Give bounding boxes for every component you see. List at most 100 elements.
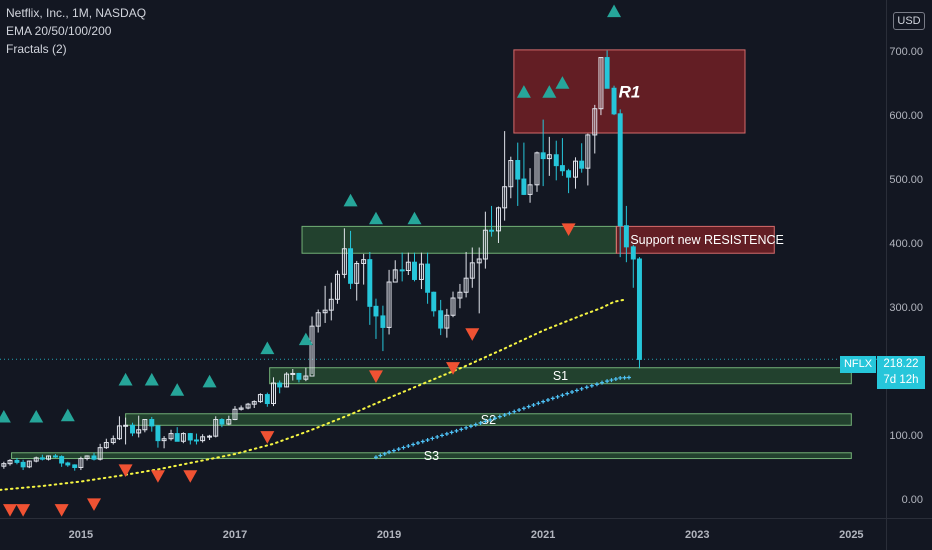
- x-tick-label: 2017: [223, 529, 247, 541]
- candle-down: [617, 113, 623, 227]
- ema-blue-marker: [565, 391, 570, 396]
- ema-blue-marker: [541, 399, 546, 404]
- ema-blue-marker: [483, 419, 488, 424]
- candle-down: [611, 87, 617, 115]
- candle-up: [200, 436, 206, 442]
- candle-down: [14, 459, 20, 463]
- ema-blue-marker: [560, 393, 565, 398]
- x-tick-label: 2025: [839, 529, 863, 541]
- fractal-up-marker: [607, 4, 622, 18]
- chart-legend: Netflix, Inc., 1M, NASDAQ EMA 20/50/100/…: [6, 4, 146, 58]
- candle-up: [271, 382, 276, 405]
- ema-blue-marker: [396, 447, 401, 452]
- candle-up: [386, 281, 392, 328]
- zone-support-new-resistence: [301, 225, 617, 254]
- fractal-down-marker: [183, 470, 198, 483]
- candle-down: [559, 165, 565, 172]
- candle-down: [174, 433, 180, 442]
- ema-blue-marker: [488, 417, 493, 422]
- candle-down: [380, 315, 386, 328]
- candle-up: [232, 408, 238, 421]
- candle-up: [168, 433, 174, 440]
- ticker-tag: NFLX: [840, 356, 876, 373]
- y-tick-label: 600.00: [889, 110, 923, 122]
- ema-blue-marker: [459, 427, 464, 432]
- ema-blue-marker: [415, 441, 420, 446]
- ema-blue-marker: [545, 398, 550, 403]
- ema-blue-marker: [512, 409, 517, 414]
- ema-blue-marker: [526, 404, 531, 409]
- ema-blue-marker: [387, 450, 392, 455]
- candle-up: [7, 459, 13, 465]
- candle-up: [103, 442, 109, 449]
- zone-label: S1: [553, 369, 568, 383]
- candle-down: [39, 457, 45, 460]
- ema-blue-marker: [589, 383, 594, 388]
- fractal-up-marker: [60, 408, 75, 422]
- candle-up: [46, 455, 52, 460]
- ema-indicator-label[interactable]: EMA 20/50/100/200: [6, 24, 112, 38]
- ema-blue-marker: [584, 385, 589, 390]
- ema-blue-marker: [435, 434, 440, 439]
- candle-up: [502, 186, 508, 209]
- candle-up: [482, 229, 488, 260]
- fractal-up-marker: [542, 85, 557, 98]
- ema-blue-marker: [507, 411, 512, 416]
- candle-up: [33, 457, 39, 462]
- candle-up: [334, 273, 340, 300]
- candle-up: [84, 455, 90, 460]
- ema-blue-marker: [574, 388, 579, 393]
- candle-up: [213, 419, 219, 437]
- ema-line-yellow: [0, 298, 628, 491]
- candle-up: [309, 325, 315, 377]
- candle-up: [238, 407, 244, 410]
- ema-blue-marker: [464, 425, 469, 430]
- candle-up: [78, 458, 84, 468]
- candle-up: [457, 291, 463, 299]
- ema-blue-marker: [401, 445, 406, 450]
- x-tick-label: 2021: [531, 529, 555, 541]
- candle-up: [97, 447, 103, 460]
- ema-blue-marker: [570, 390, 575, 395]
- ema-blue-marker: [531, 402, 536, 407]
- ema-blue-marker: [605, 379, 610, 384]
- ema-blue-marker: [382, 451, 387, 456]
- fractals-indicator-label[interactable]: Fractals (2): [6, 42, 67, 56]
- candle-down: [489, 229, 495, 232]
- fractal-down-marker: [260, 431, 275, 444]
- ema-blue-marker: [420, 439, 425, 444]
- zone-label: S3: [424, 449, 439, 463]
- candle-up: [534, 152, 540, 186]
- candle-up: [303, 375, 309, 380]
- candle-up: [315, 312, 321, 327]
- candle-down: [264, 394, 270, 405]
- candle-up: [257, 394, 263, 403]
- candle-down: [91, 455, 97, 460]
- zone-s3: [11, 452, 852, 460]
- candle-up: [142, 419, 148, 431]
- ema-blue-marker: [600, 380, 605, 385]
- fractal-up-marker: [144, 372, 159, 386]
- currency-label[interactable]: USD: [893, 12, 925, 30]
- ema-blue-marker: [449, 430, 454, 435]
- fractal-down-marker: [86, 498, 101, 511]
- ema-blue-marker: [626, 375, 631, 380]
- symbol-title[interactable]: Netflix, Inc., 1M, NASDAQ: [6, 6, 147, 20]
- candle-down: [521, 178, 527, 195]
- candle-down: [193, 439, 199, 442]
- candle-up: [450, 297, 456, 316]
- ema-blue-marker: [473, 422, 478, 427]
- candle-down: [65, 462, 71, 466]
- candle-down: [425, 263, 431, 293]
- ema-blue-marker: [391, 448, 396, 453]
- fractal-up-marker: [260, 341, 275, 355]
- candle-down: [431, 291, 437, 312]
- ema-blue-marker: [468, 424, 473, 429]
- ema-blue-marker: [454, 428, 459, 433]
- candle-up: [284, 373, 290, 388]
- ema-blue-marker: [555, 394, 560, 399]
- candle-up: [418, 263, 424, 280]
- fractal-down-marker: [118, 464, 133, 478]
- candle-up: [226, 419, 232, 425]
